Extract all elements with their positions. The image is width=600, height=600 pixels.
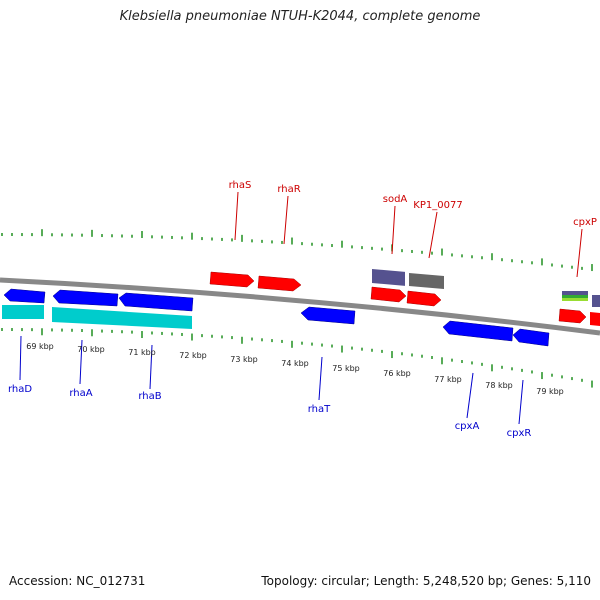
label-rhaD: rhaD <box>8 384 32 395</box>
scale-label: 75 kbp <box>332 364 360 373</box>
cpxR-leader <box>518 379 524 425</box>
gene-rhaB[interactable] <box>118 292 194 312</box>
scale-label: 76 kbp <box>383 369 411 378</box>
rhaD-leader <box>19 335 22 381</box>
cpxP-leader <box>576 228 583 278</box>
rhaT-leader <box>318 356 323 401</box>
scale-label: 70 kbp <box>77 345 105 354</box>
rhaA-leader <box>79 339 83 385</box>
label-rhaR: rhaR <box>277 184 300 195</box>
gene-cpxA[interactable] <box>442 320 514 342</box>
label-cpxR: cpxR <box>507 428 532 439</box>
gene-rhaS[interactable] <box>209 271 255 288</box>
gene-cpxR[interactable] <box>512 328 550 347</box>
genome-title: Klebsiella pneumoniae NTUH-K2044, comple… <box>119 9 481 24</box>
scale-labels: 69 kbp 70 kbp 71 kbp 72 kbp 73 kbp 74 kb… <box>26 342 564 396</box>
scale-label: 73 kbp <box>230 355 258 364</box>
rhaB-leader <box>149 344 153 390</box>
scale-label: 77 kbp <box>434 375 462 384</box>
sodA-leader <box>391 205 396 255</box>
scale-label: 71 kbp <box>128 348 156 357</box>
outer-ruler <box>1 229 593 272</box>
scale-label: 69 kbp <box>26 342 54 351</box>
cpxA-leader <box>466 372 474 419</box>
scale-label: 79 kbp <box>536 387 564 396</box>
rhaR-leader <box>283 195 289 245</box>
gene-cpxP[interactable] <box>558 291 600 326</box>
gene-sodA[interactable] <box>370 268 407 303</box>
gene-KP1_0077[interactable] <box>406 273 444 307</box>
scale-label: 74 kbp <box>281 359 309 368</box>
label-cpxA: cpxA <box>455 421 480 432</box>
label-rhaA: rhaA <box>69 388 92 399</box>
topology-text: Topology: circular; Length: 5,248,520 bp… <box>261 574 591 588</box>
label-KP1_0077: KP1_0077 <box>413 200 462 211</box>
label-rhaS: rhaS <box>229 180 252 191</box>
label-cpxP: cpxP <box>573 217 597 228</box>
gene-rhaR[interactable] <box>257 275 302 292</box>
gene-rhaD[interactable] <box>2 288 46 319</box>
KP1_0077-leader <box>428 211 438 259</box>
genome-backbone <box>0 277 600 336</box>
gene-rhaA[interactable] <box>52 289 192 329</box>
rhaS-leader <box>234 191 239 241</box>
scale-label: 78 kbp <box>485 381 513 390</box>
label-rhaB: rhaB <box>138 391 161 402</box>
scale-label: 72 kbp <box>179 351 207 360</box>
accession-text: Accession: NC_012731 <box>9 574 146 588</box>
gene-rhaT[interactable] <box>300 306 356 325</box>
inner-ruler <box>1 328 593 388</box>
label-rhaT: rhaT <box>308 404 331 415</box>
label-sodA: sodA <box>383 194 408 205</box>
